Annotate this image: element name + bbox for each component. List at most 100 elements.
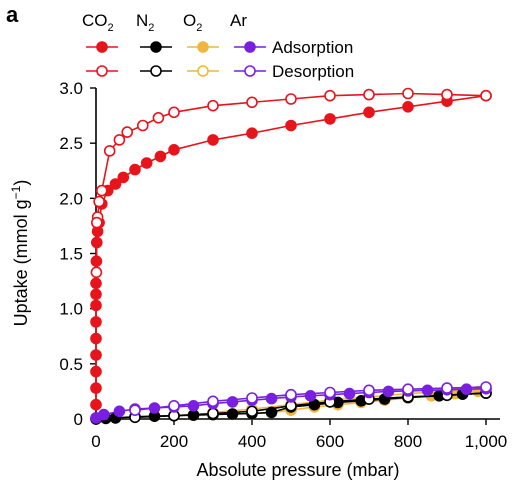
legend-marker-open bbox=[150, 65, 162, 77]
x-tick-label: 400 bbox=[238, 432, 266, 451]
data-point bbox=[187, 399, 200, 412]
data-point bbox=[382, 385, 395, 398]
data-point bbox=[363, 106, 375, 119]
legend-gas-base: CO bbox=[82, 11, 108, 30]
legend-marker-open bbox=[197, 65, 209, 77]
data-point bbox=[480, 381, 492, 393]
data-point bbox=[140, 157, 153, 169]
data-point bbox=[91, 216, 103, 229]
y-axis-title-main: Uptake (mmol g bbox=[11, 199, 31, 326]
data-point bbox=[246, 127, 258, 139]
data-point bbox=[363, 88, 375, 101]
data-point bbox=[152, 112, 165, 124]
legend-gas-base: N bbox=[136, 11, 148, 30]
legend-marker-filled bbox=[150, 41, 162, 53]
series-line bbox=[134, 386, 487, 411]
data-point bbox=[93, 195, 105, 208]
data-point bbox=[113, 405, 126, 418]
x-tick-label: 0 bbox=[91, 432, 100, 451]
data-point bbox=[421, 384, 434, 397]
legend-gas-sub: 2 bbox=[148, 22, 154, 34]
data-point bbox=[460, 383, 473, 396]
x-tick-label: 1,000 bbox=[465, 432, 508, 451]
legend-marker-open bbox=[244, 65, 256, 77]
data-point bbox=[441, 88, 453, 101]
data-point bbox=[117, 171, 130, 184]
data-point bbox=[113, 134, 126, 146]
series-ar-desorption bbox=[129, 381, 492, 417]
series-layer bbox=[90, 87, 492, 425]
x-ticks: 0 200 400 600 800 1,000 bbox=[91, 419, 507, 451]
legend-gas-o2: O2 bbox=[183, 11, 202, 34]
legend-gas-base: Ar bbox=[230, 11, 247, 30]
data-point bbox=[246, 96, 258, 109]
y-axis-title: Uptake (mmol g−1) bbox=[9, 180, 31, 327]
data-point bbox=[90, 365, 102, 378]
data-point bbox=[207, 134, 219, 146]
data-point bbox=[207, 407, 219, 420]
data-point bbox=[90, 382, 102, 394]
legend-gas-ar: Ar bbox=[230, 11, 247, 30]
data-point bbox=[103, 145, 116, 157]
data-point bbox=[90, 277, 102, 290]
legend-gas-base: O bbox=[183, 11, 196, 30]
data-point bbox=[207, 395, 219, 408]
axes bbox=[95, 88, 500, 420]
data-point bbox=[168, 144, 180, 156]
legend-gas-sub: 2 bbox=[108, 22, 114, 34]
x-axis-title: Absolute pressure (mbar) bbox=[196, 460, 399, 480]
data-point bbox=[226, 396, 239, 408]
y-ticks: 0 0.5 1.0 1.5 2.0 2.5 3.0 bbox=[59, 79, 96, 429]
x-tick-label: 600 bbox=[316, 432, 344, 451]
data-point bbox=[285, 119, 297, 132]
data-point bbox=[343, 387, 356, 400]
data-point bbox=[285, 93, 297, 105]
data-point bbox=[402, 383, 414, 396]
series-co2-adsorption bbox=[90, 89, 492, 411]
data-point bbox=[109, 178, 122, 190]
data-point bbox=[90, 266, 103, 279]
x-tick-label: 800 bbox=[394, 432, 422, 451]
data-point bbox=[226, 408, 239, 420]
legend-adsorption-label: Adsorption bbox=[272, 38, 353, 57]
data-point bbox=[154, 150, 167, 163]
y-tick-label: 1.5 bbox=[59, 245, 83, 264]
data-point bbox=[304, 389, 317, 402]
data-point bbox=[90, 316, 102, 328]
data-point bbox=[168, 106, 180, 119]
y-tick-label: 3.0 bbox=[59, 79, 83, 98]
data-point bbox=[90, 299, 102, 312]
data-point bbox=[441, 382, 453, 394]
data-point bbox=[324, 386, 336, 399]
y-tick-label: 1.0 bbox=[59, 300, 83, 319]
data-point bbox=[402, 101, 414, 113]
data-point bbox=[480, 89, 492, 102]
y-tick-label: 2.0 bbox=[59, 189, 83, 208]
data-point bbox=[402, 87, 414, 100]
legend-gas-co2: CO2 bbox=[82, 11, 114, 34]
series-co2-desorption bbox=[90, 87, 492, 279]
data-point bbox=[324, 113, 336, 125]
data-point bbox=[168, 399, 180, 412]
legend-gas-sub: 2 bbox=[196, 22, 202, 34]
data-point bbox=[265, 392, 278, 405]
x-tick-label: 200 bbox=[160, 432, 188, 451]
y-axis-title-end: ) bbox=[11, 180, 31, 186]
legend-marker-filled bbox=[197, 41, 209, 53]
legend-desorption-label: Desorption bbox=[272, 62, 354, 81]
data-point bbox=[90, 349, 102, 361]
legend-marker-filled bbox=[96, 41, 108, 53]
data-point bbox=[121, 126, 133, 138]
data-point bbox=[246, 392, 258, 404]
data-point bbox=[363, 384, 375, 397]
panel-label: a bbox=[6, 2, 19, 27]
legend-marker-open bbox=[96, 65, 108, 77]
data-point bbox=[137, 119, 149, 132]
series-line bbox=[95, 94, 487, 405]
y-tick-label: 0.5 bbox=[59, 355, 83, 374]
data-point bbox=[90, 288, 102, 301]
data-point bbox=[129, 163, 141, 176]
data-point bbox=[98, 408, 110, 421]
y-tick-label: 0 bbox=[74, 410, 83, 429]
data-point bbox=[246, 405, 258, 418]
